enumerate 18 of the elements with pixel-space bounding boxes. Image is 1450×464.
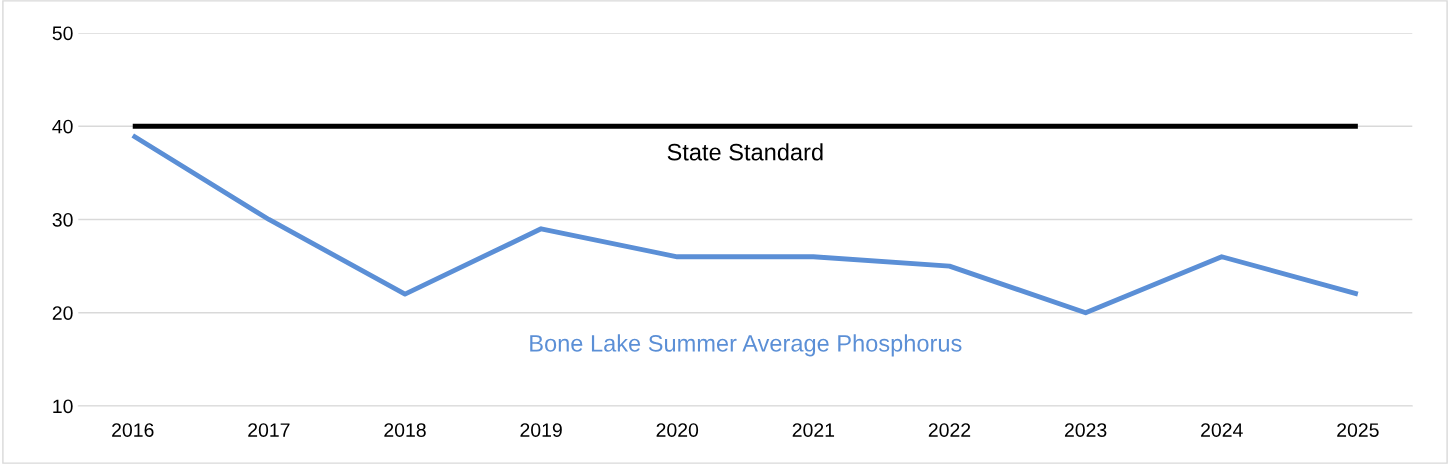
text: Bone Lake Summer Average Phosphorus — [530, 334, 962, 357]
line-series — [130, 133, 1361, 316]
x-tick-label: 2023 — [1064, 423, 1107, 437]
y-tick-label: 50 — [52, 26, 73, 41]
y-tick-label: 10 — [53, 399, 73, 414]
x-tick-label: 2025 — [1337, 423, 1379, 437]
y-tick-label: 20 — [52, 306, 73, 320]
x-tick-label: 2020 — [656, 423, 699, 437]
x-tick-label: 2019 — [520, 423, 562, 437]
x-tick-label: 2017 — [248, 423, 290, 437]
y-tick-label: 40 — [52, 119, 73, 134]
x-tick-label: 2024 — [1201, 423, 1243, 437]
y-tick-label: 30 — [52, 212, 73, 227]
series-label: State Standard — [667, 143, 823, 161]
x-tick-label: 2018 — [384, 423, 426, 437]
x-tick-label: 2021 — [792, 423, 835, 437]
x-tick-label: 2016 — [112, 423, 154, 437]
x-tick-label: 2022 — [928, 423, 971, 437]
